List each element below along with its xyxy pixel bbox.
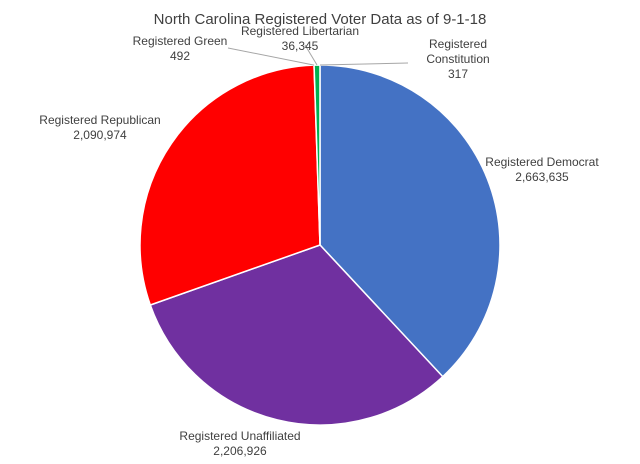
label-registered-democrat: Registered Democrat 2,663,635	[485, 155, 599, 184]
label-registered-constitution: Registered Constitution 317	[426, 37, 489, 81]
slice-registered-unaffiliated	[149, 244, 444, 426]
pie-slices	[139, 64, 501, 426]
slice-labels: Registered Democrat 2,663,635 Registered U…	[39, 24, 599, 458]
label-registered-unaffiliated: Registered Unaffiliated 2,206,926	[179, 429, 300, 458]
leader-lines	[227, 44, 409, 66]
slice-registered-republican	[139, 64, 321, 306]
leader-line-registered-constitution	[319, 62, 409, 66]
leader-line-registered-libertarian	[304, 44, 318, 66]
label-registered-republican: Registered Republican 2,090,974	[39, 113, 160, 142]
chart-title: North Carolina Registered Voter Data as …	[154, 11, 487, 28]
slice-registered-democrat	[319, 64, 501, 378]
label-registered-green: Registered Green 492	[133, 34, 228, 63]
leader-line-registered-green	[227, 47, 315, 66]
label-registered-libertarian: Registered Libertarian 36,345	[241, 24, 359, 53]
